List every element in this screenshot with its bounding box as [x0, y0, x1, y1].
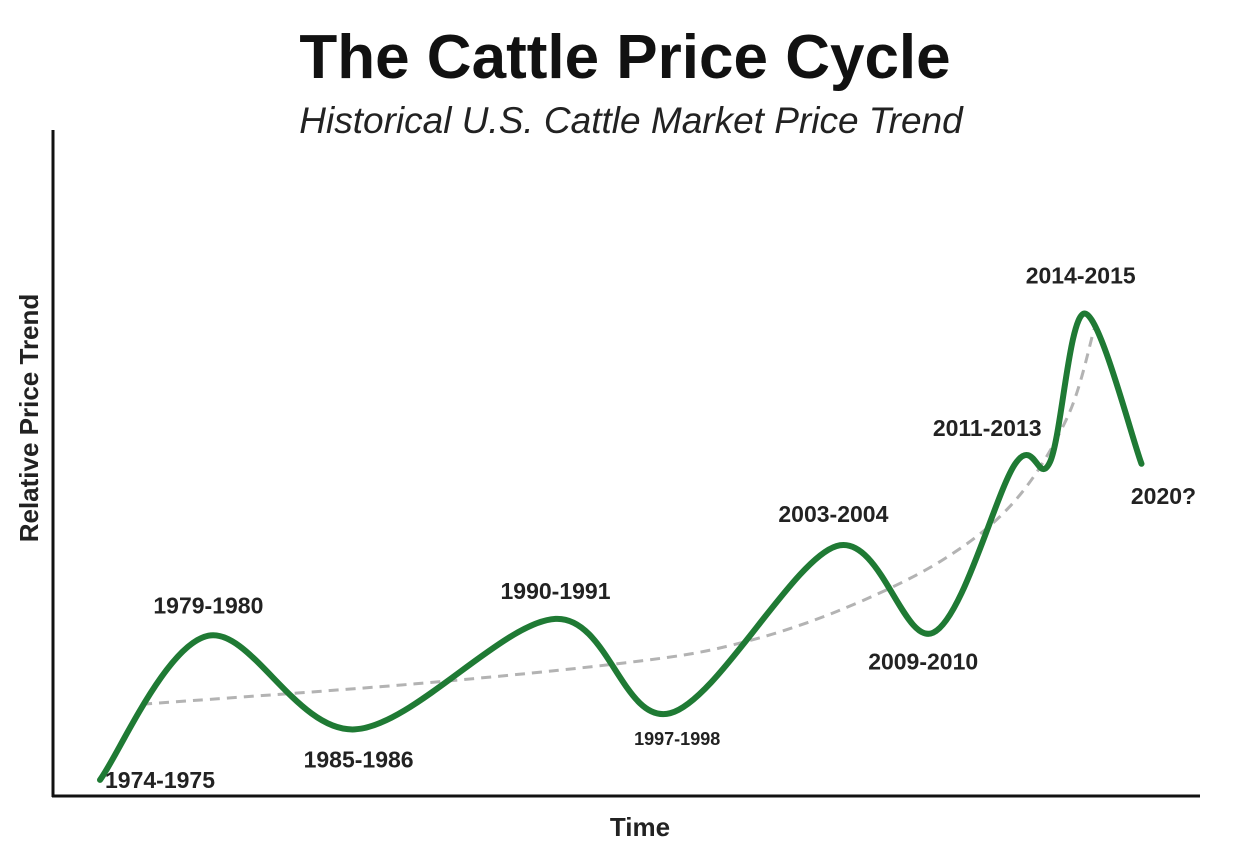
chart-title: The Cattle Price Cycle	[299, 23, 951, 92]
cycle-label: 1979-1980	[153, 593, 263, 619]
cycle-label: 2020?	[1131, 483, 1196, 509]
cycle-label: 1997-1998	[634, 729, 720, 749]
chart-subtitle: Historical U.S. Cattle Market Price Tren…	[299, 100, 963, 141]
price-cycle-line	[97, 310, 1145, 783]
x-axis-label: Time	[610, 812, 670, 842]
cycle-label: 1985-1986	[304, 746, 414, 772]
cycle-label: 1990-1991	[501, 578, 611, 604]
trend-curve	[141, 328, 1096, 706]
cycle-label: 1974-1975	[105, 767, 215, 793]
cycle-label: 2014-2015	[1026, 263, 1136, 289]
cycle-label: 2009-2010	[868, 649, 978, 675]
cycle-label: 2003-2004	[778, 501, 888, 527]
cycle-label: 2011-2013	[933, 415, 1042, 441]
cycle-labels: 1974-1975 1979-1980 1985-1986 1990-1991 1997…	[105, 263, 1196, 793]
y-axis-label: Relative Price Trend	[14, 294, 44, 543]
